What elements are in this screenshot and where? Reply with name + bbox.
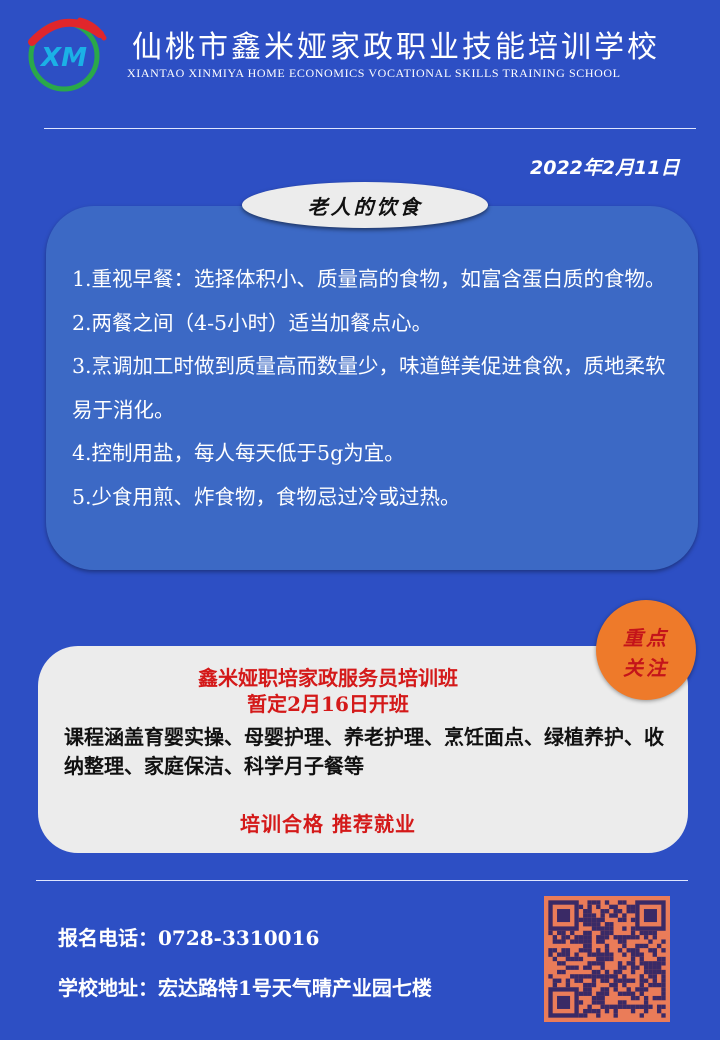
course-description: 课程涵盖育婴实操、母婴护理、养老护理、烹饪面点、绿植养护、收纳整理、家庭保洁、科… <box>64 725 664 778</box>
diet-tip-item: 2.两餐之间（4-5小时）适当加餐点心。 <box>72 310 433 335</box>
course-name: 鑫米娅职培家政服务员培训班 <box>198 666 458 690</box>
diet-tip-item: 1.重视早餐：选择体积小、质量高的食物，如富含蛋白质的食物。 <box>72 267 666 291</box>
diet-tip-item: 3.烹调加工时做到质量高而数量少，味道鲜美促进食欲，质地柔软易于消化。 <box>72 354 666 422</box>
school-name-cn: 仙桃市鑫米娅家政职业技能培训学校 <box>132 30 660 65</box>
course-start-date: 暂定2月16日开班 <box>247 692 409 716</box>
qr-code-icon <box>544 896 670 1022</box>
school-name-en: XIANTAO XINMIYA HOME ECONOMICS VOCATIONA… <box>127 66 621 80</box>
course-title: 鑫米娅职培家政服务员培训班 暂定2月16日开班 <box>38 665 618 717</box>
badge-line-2: 关注 <box>623 656 669 680</box>
diet-tips-list: 1.重视早餐：选择体积小、质量高的食物，如富含蛋白质的食物。 2.两餐之间（4-… <box>72 258 684 519</box>
school-logo-icon: XM <box>28 17 107 92</box>
course-slogan: 培训合格 推荐就业 <box>240 812 416 836</box>
logo-text: XM <box>39 43 87 73</box>
diet-tips-title: 老人的饮食 <box>242 182 488 228</box>
contact-phone: 报名电话：0728-3310016 <box>58 926 320 950</box>
diet-tip-item: 5.少食用煎、炸食物，食物忌过冷或过热。 <box>72 484 461 509</box>
publish-date: 2022年2月11日 <box>530 157 680 179</box>
course-info-card <box>38 646 688 853</box>
diet-tips-card <box>46 206 698 570</box>
contact-address: 学校地址：宏达路特1号天气晴产业园七楼 <box>58 976 432 1000</box>
divider-top <box>44 128 696 129</box>
divider-bottom <box>36 880 688 881</box>
badge-line-1: 重点 <box>623 626 669 650</box>
highlight-badge <box>596 600 696 700</box>
diet-tip-item: 4.控制用盐，每人每天低于5g为宜。 <box>72 441 405 465</box>
